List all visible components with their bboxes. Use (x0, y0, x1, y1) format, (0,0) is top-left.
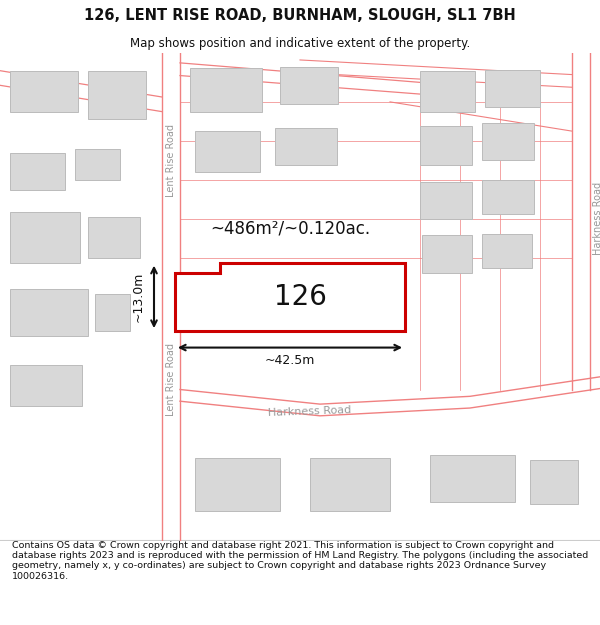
Bar (280, 67, 338, 104)
Bar (420, 182, 472, 219)
Bar (10, 212, 80, 262)
Bar (195, 131, 260, 172)
Bar (482, 180, 534, 214)
Bar (530, 460, 578, 504)
Bar (95, 294, 130, 331)
Text: ~13.0m: ~13.0m (131, 272, 145, 322)
Text: ~486m²/~0.120ac.: ~486m²/~0.120ac. (210, 219, 370, 238)
Bar (75, 149, 120, 180)
Bar (485, 70, 540, 107)
Bar (310, 458, 390, 511)
Bar (190, 68, 262, 112)
Text: Harkness Road: Harkness Road (268, 406, 352, 418)
Bar (10, 289, 88, 336)
Bar (88, 217, 140, 258)
Bar (422, 236, 472, 272)
Bar (195, 458, 280, 511)
Bar (420, 126, 472, 165)
Bar (10, 152, 65, 189)
Bar (482, 234, 532, 268)
Text: Contains OS data © Crown copyright and database right 2021. This information is : Contains OS data © Crown copyright and d… (12, 541, 588, 581)
Bar (10, 71, 78, 112)
Bar (185, 283, 247, 324)
Text: Lent Rise Road: Lent Rise Road (166, 343, 176, 416)
Polygon shape (175, 262, 405, 331)
Text: Harkness Road: Harkness Road (593, 182, 600, 256)
Bar (430, 455, 515, 502)
Text: Map shows position and indicative extent of the property.: Map shows position and indicative extent… (130, 37, 470, 49)
Bar (10, 365, 82, 406)
Bar (305, 287, 353, 314)
Bar (482, 123, 534, 161)
Text: ~42.5m: ~42.5m (265, 354, 315, 367)
Text: 126: 126 (274, 283, 326, 311)
Bar (420, 71, 475, 112)
Bar (275, 128, 337, 165)
Text: 126, LENT RISE ROAD, BURNHAM, SLOUGH, SL1 7BH: 126, LENT RISE ROAD, BURNHAM, SLOUGH, SL… (84, 8, 516, 23)
Bar (88, 71, 146, 119)
Text: Lent Rise Road: Lent Rise Road (166, 124, 176, 197)
